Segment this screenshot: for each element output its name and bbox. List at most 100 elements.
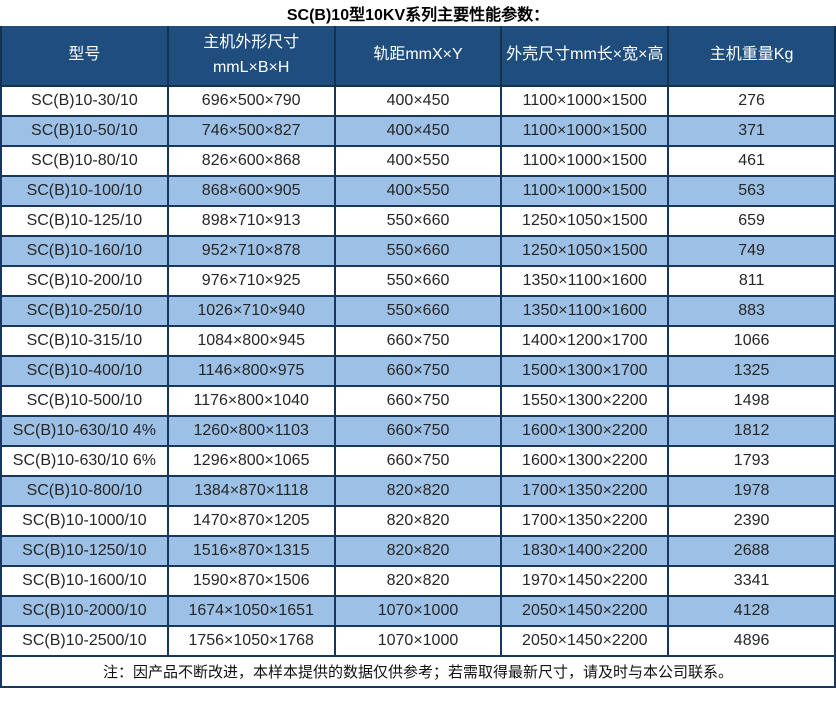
table-cell: 820×820 xyxy=(333,565,503,597)
table-row: SC(B)10-200/10 976×710×925 550×660 1350×110… xyxy=(0,265,836,297)
table-row: SC(B)10-500/10 1176×800×1040 660×750 1550×1… xyxy=(0,385,836,417)
table-cell: 1470×870×1205 xyxy=(166,505,336,537)
table-cell: 660×750 xyxy=(333,415,503,447)
table-cell: SC(B)10-400/10 xyxy=(0,355,169,387)
table-cell: 4896 xyxy=(667,625,836,657)
table-cell: 1978 xyxy=(667,475,836,507)
table-cell: 1350×1100×1600 xyxy=(500,265,670,297)
table-cell: SC(B)10-2500/10 xyxy=(0,625,169,657)
table-row: SC(B)10-400/10 1146×800×975 660×750 1500×13… xyxy=(0,355,836,387)
table-cell: 2050×1450×2200 xyxy=(500,625,670,657)
table-cell: SC(B)10-1250/10 xyxy=(0,535,169,567)
table-header-row: 型号 主机外形尺寸 mmL×B×H 轨距mmX×Y 外壳尺寸mm长×宽×高 主机重量Kg xyxy=(0,26,836,87)
table-cell: 2390 xyxy=(667,505,836,537)
page-title: SC(B)10型10KV系列主要性能参数： xyxy=(286,7,550,24)
table-cell: 659 xyxy=(667,205,836,237)
table-cell: 746×500×827 xyxy=(166,115,336,147)
table-cell: 1100×1000×1500 xyxy=(500,175,670,207)
table-cell: 1756×1050×1768 xyxy=(166,625,336,657)
footnote-row: 注：因产品不断改进，本样本提供的数据仅供参考；若需取得最新尺寸，请及时与本公司联… xyxy=(0,655,836,688)
spec-table: SC(B)10型10KV系列主要性能参数： 型号 主机外形尺寸 mmL×B×H 轨距m… xyxy=(0,0,836,688)
table-cell: 1498 xyxy=(667,385,836,417)
table-cell: 4128 xyxy=(667,595,836,627)
table-cell: 550×660 xyxy=(333,235,503,267)
table-cell: 660×750 xyxy=(333,325,503,357)
table-cell: 1700×1350×2200 xyxy=(500,475,670,507)
column-header-1: 型号 xyxy=(0,26,169,87)
table-cell: 749 xyxy=(667,235,836,267)
table-cell: 550×660 xyxy=(333,265,503,297)
table-cell: 1516×870×1315 xyxy=(166,535,336,567)
table-cell: 1146×800×975 xyxy=(166,355,336,387)
table-cell: SC(B)10-630/10 4% xyxy=(0,415,169,447)
table-cell: 1296×800×1065 xyxy=(166,445,336,477)
table-cell: SC(B)10-1000/10 xyxy=(0,505,169,537)
table-cell: 1070×1000 xyxy=(333,595,503,627)
table-cell: 400×450 xyxy=(333,85,503,117)
table-cell: 868×600×905 xyxy=(166,175,336,207)
footnote-text: 注：因产品不断改进，本样本提供的数据仅供参考；若需取得最新尺寸，请及时与本公司联… xyxy=(0,655,836,688)
table-row: SC(B)10-30/10 696×500×790 400×450 1100×1000… xyxy=(0,85,836,117)
table-row: SC(B)10-2500/10 1756×1050×1768 1070×1000 20… xyxy=(0,625,836,657)
table-row: SC(B)10-100/10 868×600×905 400×550 1100×100… xyxy=(0,175,836,207)
table-cell: 898×710×913 xyxy=(166,205,336,237)
table-cell: 1793 xyxy=(667,445,836,477)
table-cell: 1176×800×1040 xyxy=(166,385,336,417)
column-header-3: 轨距mmX×Y xyxy=(333,26,503,87)
table-cell: 1600×1300×2200 xyxy=(500,445,670,477)
table-cell: SC(B)10-100/10 xyxy=(0,175,169,207)
table-cell: 1600×1300×2200 xyxy=(500,415,670,447)
table-cell: 1550×1300×2200 xyxy=(500,385,670,417)
table-cell: 820×820 xyxy=(333,535,503,567)
table-cell: 1350×1100×1600 xyxy=(500,295,670,327)
table-cell: SC(B)10-2000/10 xyxy=(0,595,169,627)
table-cell: 1400×1200×1700 xyxy=(500,325,670,357)
table-cell: 2688 xyxy=(667,535,836,567)
table-cell: 550×660 xyxy=(333,205,503,237)
table-cell: 1066 xyxy=(667,325,836,357)
table-row: SC(B)10-80/10 826×600×868 400×550 1100×1000… xyxy=(0,145,836,177)
table-cell: SC(B)10-1600/10 xyxy=(0,565,169,597)
table-cell: 1100×1000×1500 xyxy=(500,85,670,117)
table-cell: 1674×1050×1651 xyxy=(166,595,336,627)
table-cell: 1026×710×940 xyxy=(166,295,336,327)
table-cell: SC(B)10-500/10 xyxy=(0,385,169,417)
table-cell: 660×750 xyxy=(333,385,503,417)
table-body: SC(B)10-30/10 696×500×790 400×450 1100×1000… xyxy=(0,85,836,657)
table-cell: SC(B)10-50/10 xyxy=(0,115,169,147)
table-row: SC(B)10-125/10 898×710×913 550×660 1250×105… xyxy=(0,205,836,237)
title-row: SC(B)10型10KV系列主要性能参数： xyxy=(1,0,835,26)
table-row: SC(B)10-1000/10 1470×870×1205 820×820 1700×… xyxy=(0,505,836,537)
table-cell: 1250×1050×1500 xyxy=(500,205,670,237)
table-row: SC(B)10-630/10 6% 1296×800×1065 660×750 160… xyxy=(0,445,836,477)
table-cell: 826×600×868 xyxy=(166,145,336,177)
table-cell: 883 xyxy=(667,295,836,327)
table-row: SC(B)10-800/10 1384×870×1118 820×820 1700×1… xyxy=(0,475,836,507)
table-cell: SC(B)10-160/10 xyxy=(0,235,169,267)
table-cell: SC(B)10-125/10 xyxy=(0,205,169,237)
table-cell: SC(B)10-250/10 xyxy=(0,295,169,327)
table-cell: 371 xyxy=(667,115,836,147)
table-cell: SC(B)10-80/10 xyxy=(0,145,169,177)
table-row: SC(B)10-1250/10 1516×870×1315 820×820 1830×… xyxy=(0,535,836,567)
table-row: SC(B)10-160/10 952×710×878 550×660 1250×105… xyxy=(0,235,836,267)
table-cell: 1970×1450×2200 xyxy=(500,565,670,597)
table-cell: 1100×1000×1500 xyxy=(500,115,670,147)
table-cell: SC(B)10-315/10 xyxy=(0,325,169,357)
table-cell: 1590×870×1506 xyxy=(166,565,336,597)
table-cell: 820×820 xyxy=(333,505,503,537)
table-cell: 400×550 xyxy=(333,175,503,207)
table-cell: 1084×800×945 xyxy=(166,325,336,357)
table-row: SC(B)10-1600/10 1590×870×1506 820×820 1970×… xyxy=(0,565,836,597)
table-cell: 1325 xyxy=(667,355,836,387)
table-cell: 1500×1300×1700 xyxy=(500,355,670,387)
table-cell: SC(B)10-800/10 xyxy=(0,475,169,507)
table-row: SC(B)10-630/10 4% 1260×800×1103 660×750 160… xyxy=(0,415,836,447)
table-cell: 1812 xyxy=(667,415,836,447)
table-cell: 820×820 xyxy=(333,475,503,507)
column-header-2: 主机外形尺寸 mmL×B×H xyxy=(166,26,336,87)
table-cell: 400×550 xyxy=(333,145,503,177)
table-cell: 1260×800×1103 xyxy=(166,415,336,447)
table-cell: 811 xyxy=(667,265,836,297)
